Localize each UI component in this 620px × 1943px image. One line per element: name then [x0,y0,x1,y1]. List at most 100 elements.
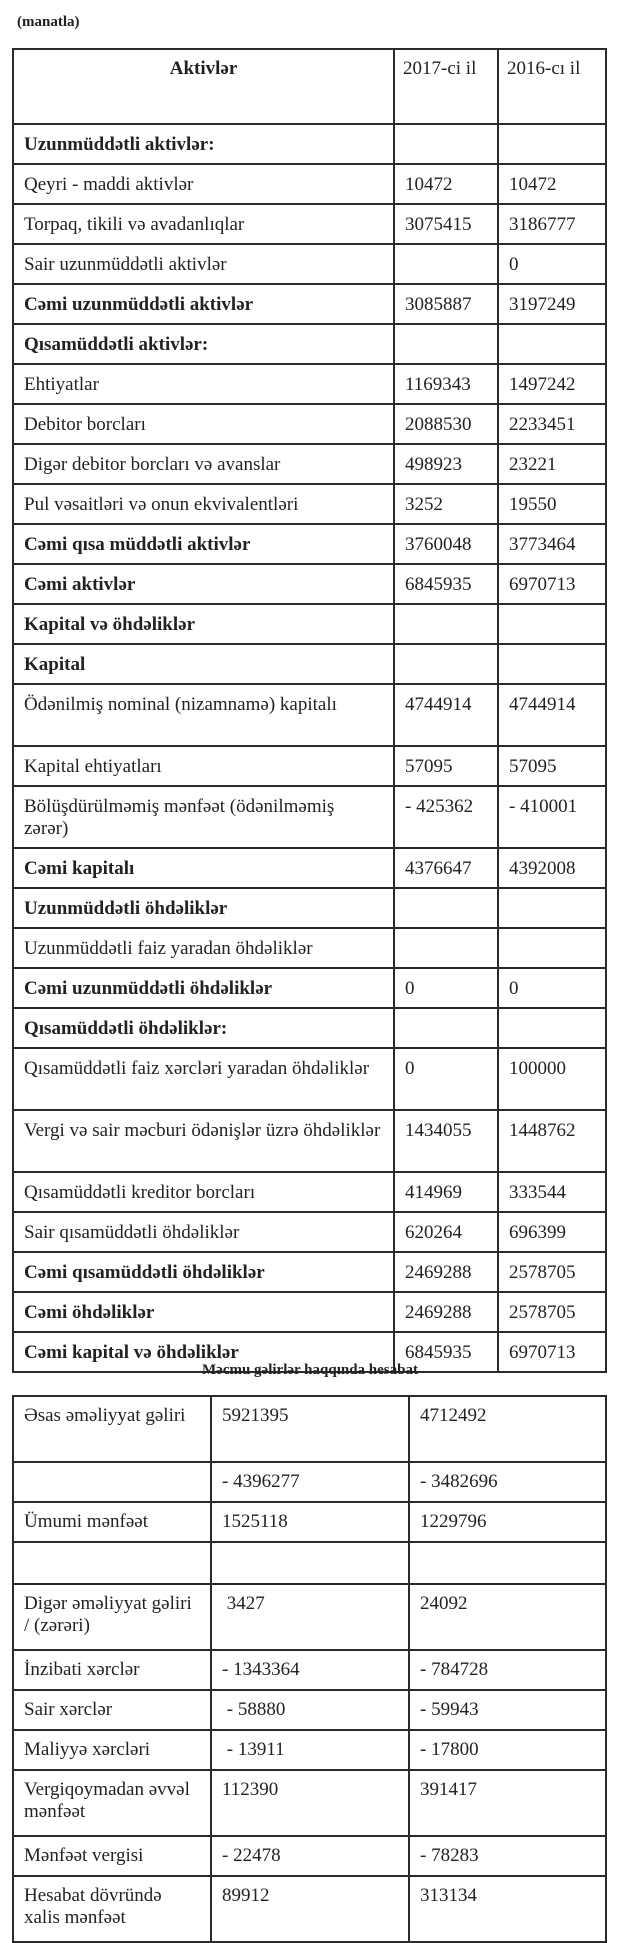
value-2017: 3075415 [393,203,499,245]
value-2016: 6970713 [497,1331,607,1373]
value-2016: 696399 [497,1211,607,1253]
value-2017: - 1343364 [210,1649,410,1691]
value-2017: 1525118 [210,1501,410,1543]
value-2017: 112390 [210,1769,410,1837]
value-2016: 3197249 [497,283,607,325]
table-row: Cəmi kapital və öhdəliklər 6845935 6970713 [12,1331,607,1373]
value-2016: - 3482696 [408,1461,607,1503]
table-row: Əsas əməliyyat gəliri 5921395 4712492 [12,1395,607,1463]
row-label [12,1461,212,1503]
value-2017 [393,887,499,929]
table-row: Kapital ehtiyatları 57095 57095 [12,745,607,787]
table-row: Vergi və sair məcburi ödənişlər üzrə öhd… [12,1109,607,1173]
row-label: Cəmi qısa müddətli aktivlər [12,523,395,565]
income-statement-table: Əsas əməliyyat gəliri 5921395 4712492- 439… [12,1395,607,1943]
row-label: Hesabat dövründə xalis mənfəət [12,1875,212,1943]
row-label: Sair qısamüddətli öhdəliklər [12,1211,395,1253]
row-label: Ehtiyatlar [12,363,395,405]
value-2016: 391417 [408,1769,607,1837]
row-label: Ümumi mənfəət [12,1501,212,1543]
value-2016: 0 [497,967,607,1009]
row-label: Torpaq, tikili və avadanlıqlar [12,203,395,245]
table-row: Cəmi qısa müddətli aktivlər 3760048 377346… [12,523,607,565]
value-2016: 100000 [497,1047,607,1111]
row-label: Cəmi uzunmüddətli aktivlər [12,283,395,325]
value-2016 [497,1007,607,1049]
table-row [12,1541,607,1585]
value-2017: 89912 [210,1875,410,1943]
value-2017 [393,643,499,685]
row-label: Bölüşdürülməmiş mənfəət (ödənilməmiş zər… [12,785,395,849]
income-statement-title: Məcmu gəlirlər haqqında hesabat [202,1362,418,1378]
row-label: Kapital [12,643,395,685]
row-label: Qısamüddətli öhdəliklər: [12,1007,395,1049]
row-label: Uzunmüddətli faiz yaradan öhdəliklər [12,927,395,969]
value-2016: 10472 [497,163,607,205]
value-2016: 333544 [497,1171,607,1213]
row-label: Uzunmüddətli aktivlər: [12,123,395,165]
value-2017: 2469288 [393,1251,499,1293]
table-row: Qeyri - maddi aktivlər 10472 10472 [12,163,607,205]
value-2017: 1434055 [393,1109,499,1173]
value-2017: 10472 [393,163,499,205]
row-label: İnzibati xərclər [12,1649,212,1691]
row-label: Digər əməliyyat gəliri / (zərəri) [12,1583,212,1651]
row-label: Vergi və sair məcburi ödənişlər üzrə öhd… [12,1109,395,1173]
value-2017: 2469288 [393,1291,499,1333]
row-label: Pul vəsaitləri və onun ekvivalentləri [12,483,395,525]
value-2017: 1169343 [393,363,499,405]
table-row: Cəmi uzunmüddətli aktivlər 3085887 3197249 [12,283,607,325]
value-2017: 620264 [393,1211,499,1253]
value-2017: - 13911 [210,1729,410,1771]
row-label [12,1541,212,1585]
value-2017 [393,603,499,645]
table-row: - 4396277- 3482696 [12,1461,607,1503]
table-row: Digər debitor borcları və avanslar 498923… [12,443,607,485]
value-2016 [497,643,607,685]
table-row: Torpaq, tikili və avadanlıqlar 3075415 318… [12,203,607,245]
table-row: Hesabat dövründə xalis mənfəət 89912 31313… [12,1875,607,1943]
row-label: Qeyri - maddi aktivlər [12,163,395,205]
table-row: Uzunmüddətli öhdəliklər [12,887,607,929]
row-label: Əsas əməliyyat gəliri [12,1395,212,1463]
row-label: Kapital və öhdəliklər [12,603,395,645]
value-2016: 19550 [497,483,607,525]
value-2016: 313134 [408,1875,607,1943]
row-label: Debitor borcları [12,403,395,445]
table-row: Qısamüddətli faiz xərcləri yaradan öhdəl… [12,1047,607,1111]
row-label: Qısamüddətli faiz xərcləri yaradan öhdəl… [12,1047,395,1111]
value-2017: - 4396277 [210,1461,410,1503]
value-2017 [393,243,499,285]
value-2016: 1448762 [497,1109,607,1173]
column-header-2017: 2017-ci il [393,48,499,125]
table-row: Digər əməliyyat gəliri / (zərəri) 3427 24… [12,1583,607,1651]
value-2017 [210,1541,410,1585]
value-2016: - 78283 [408,1835,607,1877]
value-2017: 3252 [393,483,499,525]
row-label: Cəmi öhdəliklər [12,1291,395,1333]
table-row: İnzibati xərclər - 1343364- 784728 [12,1649,607,1691]
value-2016: 4744914 [497,683,607,747]
value-2016: - 59943 [408,1689,607,1731]
value-2017: 6845935 [393,563,499,605]
value-2016: 23221 [497,443,607,485]
row-label: Mənfəət vergisi [12,1835,212,1877]
unit-label: (manatla) [17,14,80,30]
value-2017: 4376647 [393,847,499,889]
row-label: Ödənilmiş nominal (nizamnamə) kapitalı [12,683,395,747]
value-2016: 2233451 [497,403,607,445]
value-2016 [408,1541,607,1585]
value-2017: 0 [393,1047,499,1111]
row-label: Cəmi qısamüddətli öhdəliklər [12,1251,395,1293]
row-label: Qısamüddətli aktivlər: [12,323,395,365]
value-2017: 4744914 [393,683,499,747]
balance-sheet-table: Aktivlər 2017-ci il 2016-cı il Uzunmüddə… [12,48,607,1373]
value-2016: 3186777 [497,203,607,245]
value-2017 [393,323,499,365]
row-label: Kapital ehtiyatları [12,745,395,787]
table-row: Ehtiyatlar 1169343 1497242 [12,363,607,405]
value-2017: - 22478 [210,1835,410,1877]
table-row: Cəmi kapitalı 4376647 4392008 [12,847,607,889]
value-2017 [393,123,499,165]
value-2017: 6845935 [393,1331,499,1373]
